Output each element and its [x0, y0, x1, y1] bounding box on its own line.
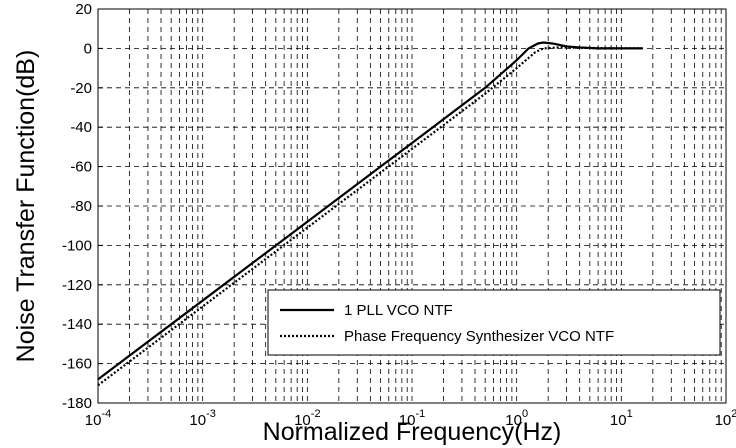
plot-frame	[97, 8, 727, 404]
series-line	[97, 46, 643, 387]
y-tick-label: -20	[70, 80, 92, 97]
x-tick-base: 10	[399, 412, 416, 429]
x-tick-base: 10	[294, 412, 311, 429]
x-tick-label: 10-4	[85, 408, 111, 429]
y-axis-label: Noise Transfer Function(dB)	[12, 50, 40, 363]
x-tick-label: 102	[715, 408, 736, 429]
y-tick-label: 20	[75, 1, 92, 18]
x-tick-base: 10	[85, 412, 102, 429]
y-tick-label: -120	[62, 277, 92, 294]
series-line	[97, 41, 643, 381]
x-tick-exponent: -1	[415, 408, 425, 420]
x-tick-exponent: -4	[101, 408, 111, 420]
x-tick-label: 100	[505, 408, 528, 429]
x-tick-base: 10	[505, 412, 522, 429]
y-tick-label: -100	[62, 237, 92, 254]
x-axis-label: Normalized Frequency(Hz)	[263, 418, 562, 446]
y-tick-label: 0	[84, 40, 92, 57]
y-tick-label: -180	[62, 395, 92, 412]
legend-label: Phase Frequency Synthesizer VCO NTF	[344, 328, 614, 345]
x-tick-exponent: 1	[627, 408, 633, 420]
y-tick-label: -80	[70, 198, 92, 215]
x-tick-base: 10	[715, 412, 732, 429]
legend-box	[267, 289, 721, 356]
x-tick-exponent: -3	[206, 408, 216, 420]
x-tick-label: 10-1	[399, 408, 425, 429]
y-tick-label: -140	[62, 316, 92, 333]
x-tick-exponent: -2	[311, 408, 321, 420]
x-tick-label: 10-2	[294, 408, 320, 429]
y-tick-label: -160	[62, 356, 92, 373]
x-tick-label: 101	[610, 408, 633, 429]
y-tick-label: -60	[70, 159, 92, 176]
x-tick-exponent: 0	[522, 408, 528, 420]
x-tick-exponent: 2	[731, 408, 736, 420]
x-tick-base: 10	[610, 412, 627, 429]
y-tick-label: -40	[70, 119, 92, 136]
x-tick-base: 10	[189, 412, 206, 429]
legend-label: 1 PLL VCO NTF	[344, 302, 453, 319]
x-tick-label: 10-3	[189, 408, 215, 429]
